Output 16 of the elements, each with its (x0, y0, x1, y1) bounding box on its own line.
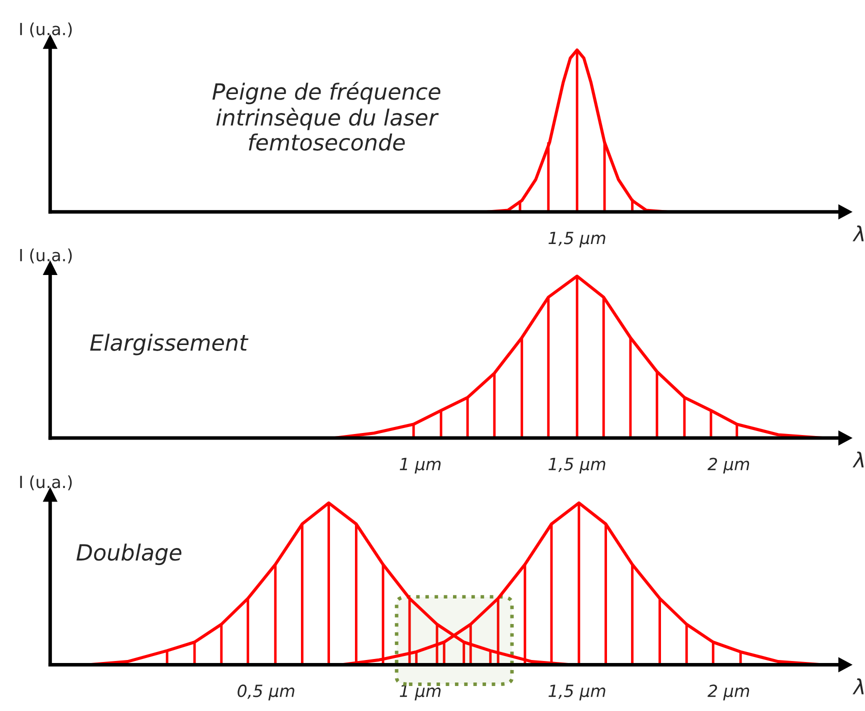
y-axis-title: I (u.a.) (20, 22, 72, 38)
annotation: Doublage (76, 544, 182, 566)
annotation: 1,5 µm (548, 232, 606, 248)
x-tick-label: 2 µm (708, 458, 750, 474)
annotation: Peigne de fréquence intrinsèque du laser femtoseconde (212, 82, 440, 151)
x-tick-label: 1,5 µm (548, 684, 606, 700)
y-axis-title: I (u.a.) (20, 248, 72, 264)
x-tick-label: 1,5 µm (548, 458, 606, 474)
x-axis-title: λ (852, 678, 864, 694)
x-axis-title: λ (852, 225, 864, 242)
annotation: Elargissement (90, 334, 248, 356)
x-tick-label: 0,5 µm (238, 684, 294, 700)
x-tick-label: 2 µm (708, 684, 750, 700)
x-axis-title: λ (852, 452, 864, 468)
x-tick-label: 1 µm (400, 458, 441, 474)
y-axis-title: I (u.a.) (20, 475, 72, 490)
